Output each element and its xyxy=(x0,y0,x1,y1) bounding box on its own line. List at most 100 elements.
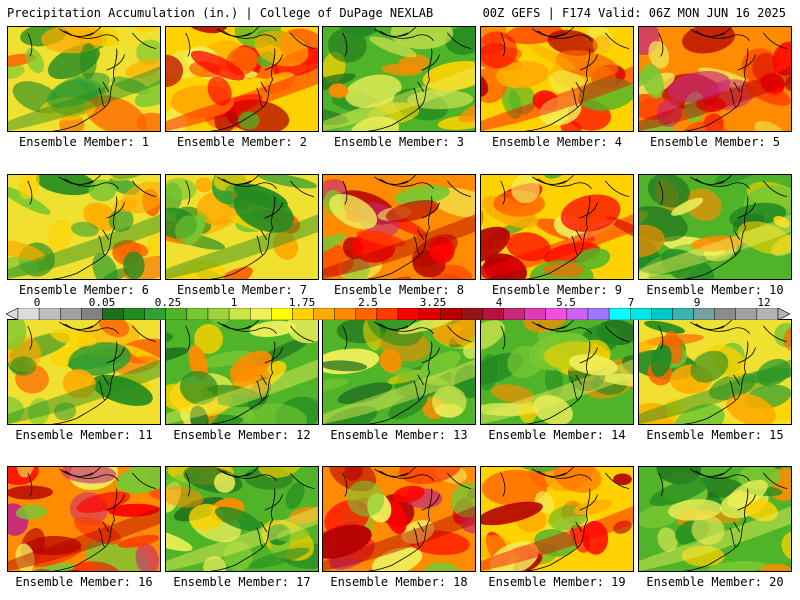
ensemble-member-label: Ensemble Member: 15 xyxy=(646,428,784,442)
ensemble-member-label: Ensemble Member: 4 xyxy=(491,135,623,149)
coastline-outline xyxy=(342,30,472,131)
colorbar-swatch xyxy=(440,308,462,320)
coastline-outline xyxy=(658,470,788,571)
colorbar-swatch xyxy=(102,308,124,320)
colorbar-swatch xyxy=(144,308,166,320)
ensemble-member-label: Ensemble Member: 5 xyxy=(649,135,781,149)
ensemble-member-label: Ensemble Member: 3 xyxy=(333,135,465,149)
colorbar-max-arrow xyxy=(777,308,790,320)
ensemble-member-label: Ensemble Member: 12 xyxy=(173,428,311,442)
ensemble-member-label: Ensemble Member: 2 xyxy=(176,135,308,149)
ensemble-member-label: Ensemble Member: 13 xyxy=(330,428,468,442)
lake-outline xyxy=(374,467,417,477)
coastline-outline xyxy=(342,178,472,279)
coastline-outline xyxy=(658,323,788,424)
lake-outline xyxy=(59,27,102,37)
colorbar-swatch xyxy=(271,308,293,320)
colorbar-swatch xyxy=(756,308,779,320)
colorbar-swatch xyxy=(292,308,314,320)
ensemble-member-label: Ensemble Member: 1 xyxy=(18,135,150,149)
colorbar-swatch xyxy=(207,308,230,320)
lake-outline xyxy=(690,467,733,477)
ensemble-member-map xyxy=(165,319,319,425)
ensemble-member-label: Ensemble Member: 19 xyxy=(488,575,626,589)
lake-outline xyxy=(59,320,102,330)
colorbar-tick-label: 2.5 xyxy=(358,296,378,309)
map-title: Precipitation Accumulation (in.) | Colle… xyxy=(7,6,434,20)
ensemble-member-map xyxy=(7,319,161,425)
lake-outline xyxy=(374,175,417,185)
ensemble-member-map xyxy=(322,466,476,572)
colorbar-swatch xyxy=(38,308,61,320)
ensemble-member-label: Ensemble Member: 11 xyxy=(15,428,153,442)
ensemble-member-label: Ensemble Member: 18 xyxy=(330,575,468,589)
ensemble-member-map xyxy=(322,26,476,132)
colorbar-tick-label: 9 xyxy=(693,296,701,309)
ensemble-member-map xyxy=(480,26,634,132)
coastline-outline xyxy=(500,470,630,571)
ensemble-member-map xyxy=(480,319,634,425)
colorbar-tick-label: 0 xyxy=(33,296,41,309)
ensemble-member-map xyxy=(7,466,161,572)
ensemble-member-map xyxy=(638,26,792,132)
colorbar-tick-label: 0.05 xyxy=(88,296,116,309)
colorbar-swatch xyxy=(17,308,40,320)
ensemble-member-map xyxy=(165,26,319,132)
colorbar-tick-label: 5.5 xyxy=(556,296,576,309)
coastline-outline xyxy=(342,323,472,424)
lake-outline xyxy=(59,175,102,185)
colorbar-swatch xyxy=(397,308,420,320)
colorbar-swatch xyxy=(503,308,525,320)
lake-outline xyxy=(532,175,575,185)
ensemble-member-map xyxy=(165,174,319,280)
ensemble-member-map xyxy=(638,319,792,425)
colorbar-tick-label: 3.25 xyxy=(419,296,447,309)
colorbar-swatch xyxy=(313,308,335,320)
colorbar-swatch xyxy=(693,308,715,320)
ensemble-member-map xyxy=(480,174,634,280)
colorbar-swatch xyxy=(545,308,568,320)
colorbar-tick-label: 12 xyxy=(757,296,771,309)
colorbar-swatch xyxy=(672,308,694,320)
ensemble-member-map xyxy=(7,26,161,132)
colorbar-tick-label: 0.25 xyxy=(154,296,182,309)
ensemble-member-map xyxy=(638,466,792,572)
colorbar-swatch xyxy=(60,308,82,320)
ensemble-member-label: Ensemble Member: 14 xyxy=(488,428,626,442)
coastline-outline xyxy=(658,178,788,279)
lake-outline xyxy=(690,175,733,185)
colorbar-swatch xyxy=(566,308,589,320)
lake-outline xyxy=(690,320,733,330)
lake-outline xyxy=(532,320,575,330)
colorbar-swatch xyxy=(524,308,546,320)
colorbar-swatch xyxy=(461,308,483,320)
lake-outline xyxy=(217,175,260,185)
ensemble-member-label: Ensemble Member: 20 xyxy=(646,575,784,589)
ensemble-member-map xyxy=(7,174,161,280)
lake-outline xyxy=(217,27,260,37)
colorbar-swatch xyxy=(165,308,188,320)
ensemble-member-map xyxy=(165,466,319,572)
colorbar-swatch xyxy=(630,308,652,320)
ensemble-member-label: Ensemble Member: 16 xyxy=(15,575,153,589)
lake-outline xyxy=(532,27,575,37)
lake-outline xyxy=(374,27,417,37)
ensemble-member-label: Ensemble Member: 10 xyxy=(646,283,784,297)
ensemble-member-map xyxy=(322,319,476,425)
coastline-outline xyxy=(27,470,157,571)
coastline-outline xyxy=(27,30,157,131)
lake-outline xyxy=(532,467,575,477)
lake-outline xyxy=(217,467,260,477)
coastline-outline xyxy=(500,323,630,424)
ensemble-member-map xyxy=(322,174,476,280)
coastline-outline xyxy=(185,323,315,424)
ensemble-member-label: Ensemble Member: 9 xyxy=(491,283,623,297)
lake-outline xyxy=(59,467,102,477)
colorbar-tick-label: 1.75 xyxy=(288,296,316,309)
ensemble-member-label: Ensemble Member: 6 xyxy=(18,283,150,297)
coastline-outline xyxy=(500,178,630,279)
colorbar-tick-label: 4 xyxy=(495,296,503,309)
ensemble-member-map xyxy=(480,466,634,572)
colorbar-swatch xyxy=(651,308,673,320)
colorbar-swatch xyxy=(228,308,251,320)
